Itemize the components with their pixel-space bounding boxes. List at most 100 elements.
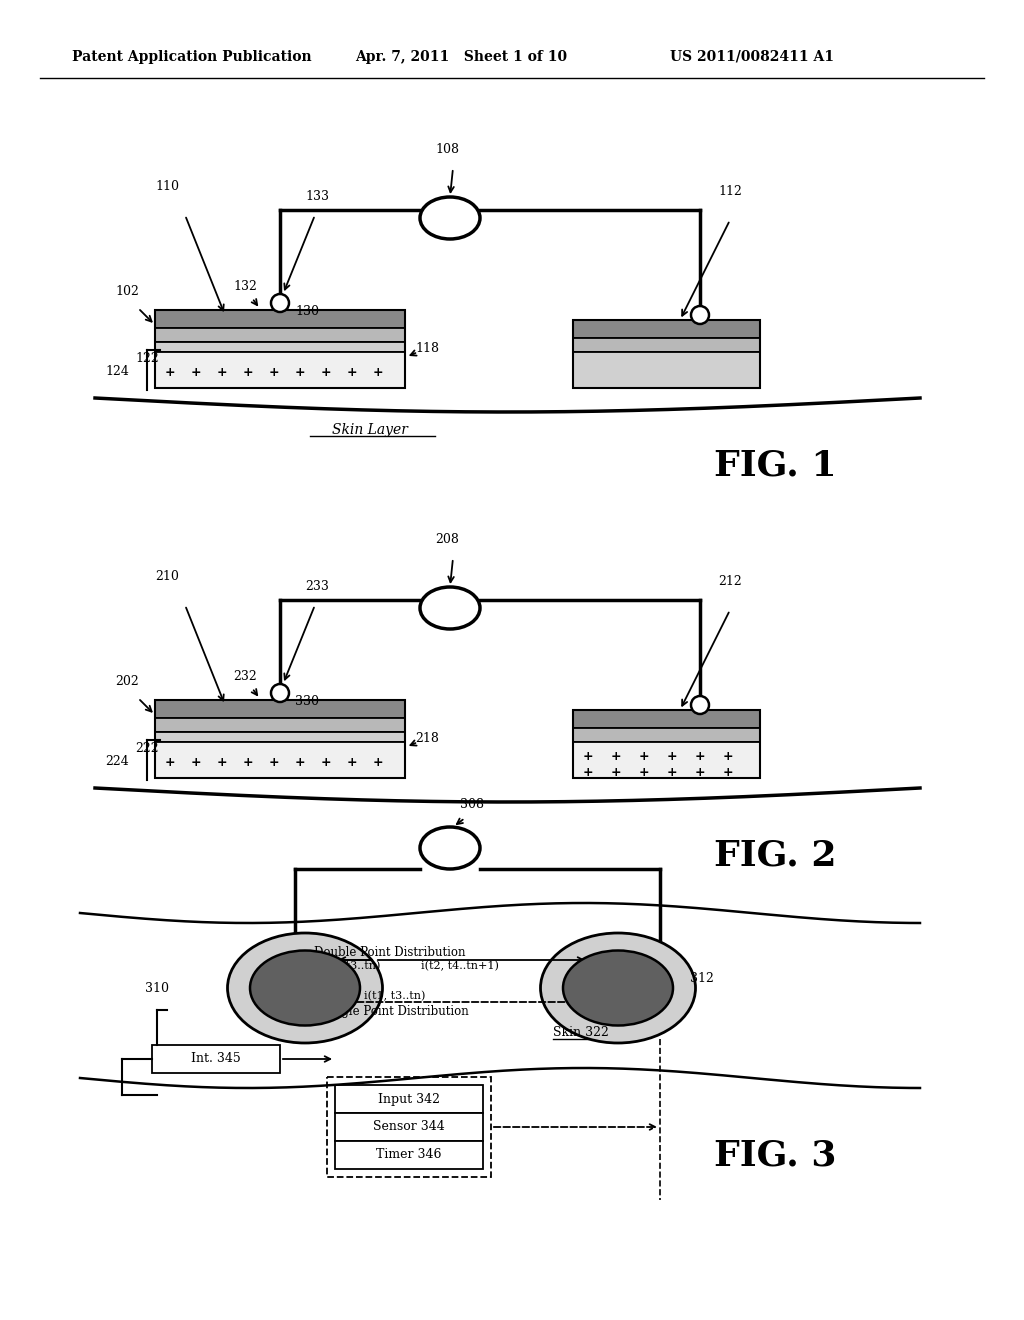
Text: Double Point Distribution: Double Point Distribution	[314, 945, 466, 958]
Text: 124: 124	[105, 366, 129, 378]
Text: +: +	[217, 366, 227, 379]
Bar	[335, 1085, 483, 1113]
Circle shape	[691, 696, 709, 714]
Text: FIG. 1: FIG. 1	[714, 447, 837, 482]
Bar	[155, 342, 406, 352]
Text: 112: 112	[718, 185, 741, 198]
Text: 212: 212	[718, 576, 741, 587]
Circle shape	[271, 684, 289, 702]
Text: +: +	[373, 366, 383, 379]
Text: +: +	[243, 366, 253, 379]
Text: +: +	[295, 366, 305, 379]
Ellipse shape	[420, 828, 480, 869]
Text: Input 342: Input 342	[378, 1093, 440, 1106]
Text: +: +	[639, 751, 649, 763]
Text: +: +	[667, 751, 677, 763]
Bar	[335, 1140, 483, 1170]
Bar	[155, 700, 406, 777]
Text: 118: 118	[415, 342, 439, 355]
Ellipse shape	[541, 933, 695, 1043]
Text: 133: 133	[305, 190, 329, 203]
Bar	[573, 319, 760, 338]
Bar	[155, 352, 406, 388]
Text: 310: 310	[145, 982, 169, 994]
Text: 122: 122	[135, 352, 159, 366]
Text: +: +	[347, 755, 357, 768]
Bar	[573, 319, 760, 388]
Text: 132: 132	[233, 280, 257, 293]
Text: 130: 130	[295, 305, 319, 318]
Bar	[573, 729, 760, 742]
Bar	[573, 352, 760, 388]
Bar	[155, 718, 406, 733]
Text: 233: 233	[305, 579, 329, 593]
Text: +: +	[190, 755, 202, 768]
Text: +: +	[694, 766, 706, 779]
Text: 312: 312	[690, 972, 714, 985]
Text: +: +	[694, 751, 706, 763]
Text: +: +	[610, 766, 622, 779]
Ellipse shape	[250, 950, 360, 1026]
Text: Skin Layer: Skin Layer	[332, 422, 408, 437]
Circle shape	[691, 306, 709, 323]
Text: 224: 224	[105, 755, 129, 768]
Bar	[335, 1113, 483, 1140]
Bar	[573, 710, 760, 729]
Text: 330: 330	[295, 696, 319, 708]
Text: Apr. 7, 2011   Sheet 1 of 10: Apr. 7, 2011 Sheet 1 of 10	[355, 50, 567, 63]
Text: i(t1, t3..tn): i(t1, t3..tn)	[319, 961, 381, 972]
Text: 308: 308	[460, 799, 484, 810]
Text: +: +	[610, 751, 622, 763]
Text: +: +	[165, 755, 175, 768]
Text: +: +	[723, 766, 733, 779]
Text: +: +	[268, 755, 280, 768]
Text: 108: 108	[435, 143, 459, 156]
Ellipse shape	[227, 933, 383, 1043]
Text: +: +	[165, 366, 175, 379]
Text: +: +	[583, 766, 593, 779]
Text: +: +	[268, 366, 280, 379]
Ellipse shape	[420, 587, 480, 630]
Bar	[155, 327, 406, 342]
Text: +: +	[217, 755, 227, 768]
Text: Int. 345: Int. 345	[191, 1052, 241, 1065]
Text: FIG. 3: FIG. 3	[714, 1138, 837, 1172]
Text: +: +	[321, 366, 332, 379]
Bar	[573, 742, 760, 777]
Text: +: +	[347, 366, 357, 379]
Text: +: +	[723, 751, 733, 763]
Ellipse shape	[563, 950, 673, 1026]
Text: 102: 102	[115, 285, 139, 298]
Text: Timer 346: Timer 346	[376, 1148, 441, 1162]
Text: +: +	[639, 766, 649, 779]
Text: i(t2, t4..tn+1): i(t2, t4..tn+1)	[421, 961, 499, 972]
Text: +: +	[243, 755, 253, 768]
Text: +: +	[583, 751, 593, 763]
Text: Sensor 344: Sensor 344	[373, 1121, 444, 1134]
Text: +: +	[190, 366, 202, 379]
Text: 208: 208	[435, 533, 459, 546]
Text: +: +	[295, 755, 305, 768]
Text: +: +	[373, 755, 383, 768]
Bar	[155, 700, 406, 718]
Text: FIG. 2: FIG. 2	[714, 838, 837, 873]
Text: 202: 202	[115, 675, 138, 688]
Bar	[573, 710, 760, 777]
Circle shape	[271, 294, 289, 312]
Text: US 2011/0082411 A1: US 2011/0082411 A1	[670, 50, 834, 63]
Text: 110: 110	[155, 180, 179, 193]
Text: 218: 218	[415, 733, 439, 744]
Bar	[152, 1045, 280, 1073]
Text: i(t1, t3..tn): i(t1, t3..tn)	[365, 991, 426, 1001]
Text: +: +	[321, 755, 332, 768]
Text: Single Point Distribution: Single Point Distribution	[322, 1006, 468, 1019]
Text: +: +	[667, 766, 677, 779]
Text: Skin 322: Skin 322	[553, 1027, 609, 1040]
Ellipse shape	[420, 197, 480, 239]
Bar	[155, 310, 406, 327]
Text: 222: 222	[135, 742, 159, 755]
Bar	[155, 733, 406, 742]
Text: 232: 232	[233, 671, 257, 682]
Bar	[155, 742, 406, 777]
Text: 210: 210	[155, 570, 179, 583]
